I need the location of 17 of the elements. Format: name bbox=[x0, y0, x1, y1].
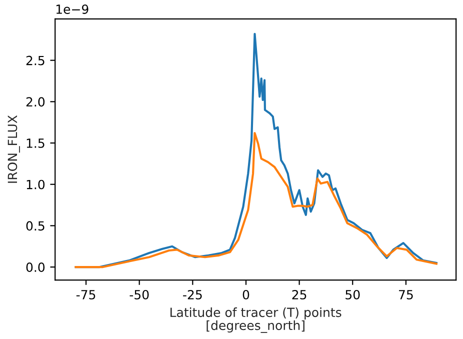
y-axis-title: IRON_FLUX bbox=[8, 115, 20, 183]
x-tick-label: 50 bbox=[346, 290, 360, 300]
y-tick-label: 0.5 bbox=[26, 221, 44, 231]
y-tick-label: 0.0 bbox=[26, 262, 45, 272]
y-tick-label: 1.5 bbox=[26, 138, 44, 148]
x-tick-label: -75 bbox=[76, 290, 96, 300]
y-tick-label: 1.0 bbox=[26, 180, 45, 190]
x-tick-label: 0 bbox=[242, 290, 250, 300]
y-tick-label: 2.5 bbox=[26, 56, 44, 66]
x-axis-title: Latitude of tracer (T) points [degrees_north] bbox=[170, 307, 342, 333]
x-tick-label: -25 bbox=[183, 290, 202, 300]
line-series bbox=[74, 132, 438, 268]
x-tick-label: 75 bbox=[399, 290, 413, 300]
text: 1e−9 bbox=[56, 4, 88, 14]
x-tick-label: -50 bbox=[130, 290, 149, 300]
y-tick-label: 2.0 bbox=[26, 97, 45, 107]
x-tick-label: 25 bbox=[292, 290, 306, 300]
